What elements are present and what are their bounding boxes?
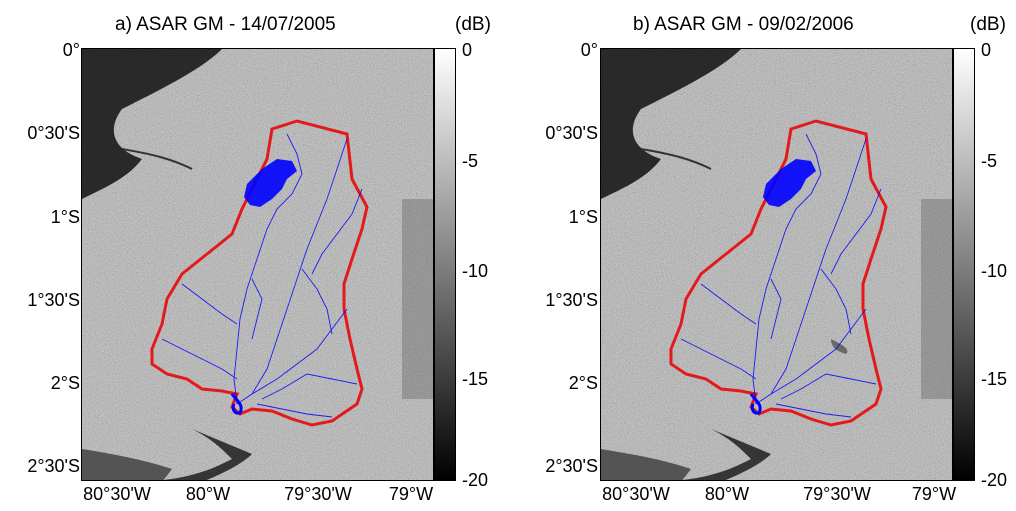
x-tick-label: 80°30'W <box>602 484 670 504</box>
x-tick-label: 80°W <box>185 484 231 504</box>
colorbar <box>953 48 975 481</box>
colorbar-tick-label: -5 <box>462 151 479 171</box>
panel-b: b) ASAR GM - 09/02/2006 (dB) 0° 0°30'S 1… <box>508 0 1016 511</box>
panel-a: a) ASAR GM - 14/07/2005 (dB) 0° 0°30'S 1… <box>27 14 491 504</box>
colorbar-tick-label: -20 <box>981 470 1008 490</box>
colorbar-tick-label: -15 <box>462 369 489 389</box>
colorbar-unit: (dB) <box>455 14 491 35</box>
colorbar-unit: (dB) <box>970 14 1006 35</box>
reservoir <box>763 159 816 207</box>
y-tick-label: 0°30'S <box>545 123 598 143</box>
x-tick-label: 79°30'W <box>284 484 352 504</box>
panel-title: a) ASAR GM - 14/07/2005 <box>115 14 336 35</box>
reservoir <box>244 159 297 207</box>
colorbar-tick-label: -15 <box>981 369 1008 389</box>
x-tick-label: 80°30'W <box>83 484 151 504</box>
x-tick-label: 79°W <box>388 484 434 504</box>
basin-boundary <box>669 119 888 427</box>
x-tick-label: 80°W <box>704 484 750 504</box>
y-tick-label: 2°S <box>50 373 80 393</box>
colorbar <box>434 48 456 481</box>
y-tick-label: 1°30'S <box>27 290 80 310</box>
y-tick-label: 0°30'S <box>27 123 80 143</box>
x-tick-label: 79°30'W <box>803 484 871 504</box>
y-tick-label: 2°30'S <box>27 456 80 476</box>
basin-boundary <box>150 119 369 427</box>
y-tick-label: 0° <box>62 40 80 60</box>
y-tick-label: 1°S <box>568 207 598 227</box>
y-tick-label: 2°30'S <box>545 456 598 476</box>
x-tick-label: 79°W <box>911 484 957 504</box>
sar-map-image <box>600 48 953 481</box>
colorbar-tick-label: 0 <box>981 40 992 60</box>
colorbar-tick-label: -5 <box>981 151 998 171</box>
y-tick-label: 0° <box>580 40 598 60</box>
colorbar-tick-label: 0 <box>462 40 473 60</box>
sar-map-image <box>81 48 434 481</box>
colorbar-tick-label: -10 <box>462 261 489 281</box>
colorbar-tick-label: -10 <box>981 261 1008 281</box>
y-tick-label: 1°30'S <box>545 290 598 310</box>
y-tick-label: 1°S <box>50 207 80 227</box>
colorbar-tick-label: -20 <box>462 470 489 490</box>
panel-title: b) ASAR GM - 09/02/2006 <box>633 14 854 35</box>
y-tick-label: 2°S <box>568 373 598 393</box>
